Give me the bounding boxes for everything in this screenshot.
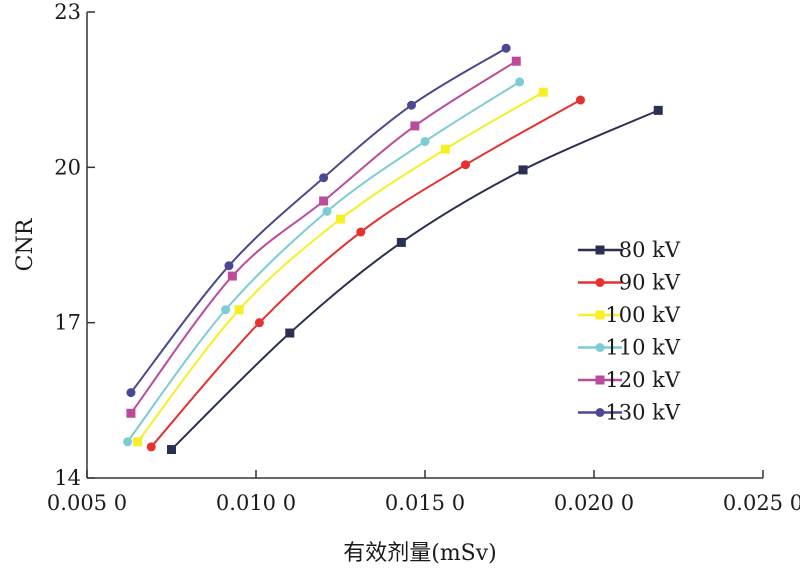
data-point-80kv <box>167 445 176 455</box>
x-tick-label: 0.020 0 <box>554 491 634 515</box>
y-tick-label: 23 <box>54 0 81 24</box>
data-point-120kv <box>410 121 420 131</box>
legend-item-80kv: 80 kV <box>578 238 681 262</box>
legend-label: 80 kV <box>619 238 681 262</box>
data-point-100kv <box>440 144 450 154</box>
y-tick-label: 14 <box>54 466 81 490</box>
legend-label: 110 kV <box>605 336 680 360</box>
data-point-80kv <box>518 165 528 175</box>
legend-marker <box>595 310 605 320</box>
data-point-80kv <box>653 105 663 115</box>
data-point-130kv <box>126 388 136 398</box>
series-line-110kv <box>126 81 521 443</box>
x-tick-label: 0.015 0 <box>385 491 465 515</box>
data-point-90kv <box>461 160 471 170</box>
legend-marker <box>595 245 605 255</box>
series-layer <box>123 43 663 455</box>
data-point-130kv <box>319 173 329 183</box>
legend-marker <box>595 375 605 385</box>
data-point-90kv <box>575 95 585 105</box>
legend-item-120kv: 120 kV <box>578 368 681 392</box>
data-point-100kv <box>234 305 244 315</box>
data-point-130kv <box>406 100 416 110</box>
data-point-80kv <box>285 328 295 338</box>
series-line-90kv <box>150 99 581 448</box>
data-point-100kv <box>133 437 143 447</box>
legend-item-100kv: 100 kV <box>578 303 681 327</box>
series-line-80kv <box>170 109 659 451</box>
data-point-90kv <box>254 318 264 328</box>
series-line-130kv <box>130 47 507 394</box>
series-100kv <box>133 87 548 447</box>
legend-marker <box>595 343 605 352</box>
data-point-120kv <box>227 271 237 281</box>
legend-item-110kv: 110 kV <box>578 336 681 360</box>
series-110kv <box>123 77 525 447</box>
data-point-100kv <box>336 214 345 224</box>
data-point-130kv <box>501 43 511 53</box>
data-point-110kv <box>123 437 133 447</box>
data-point-90kv <box>356 227 366 237</box>
legend-label: 100 kV <box>605 303 680 327</box>
x-tick-label: 0.025 0 <box>723 491 800 515</box>
series-130kv <box>126 43 511 398</box>
data-point-80kv <box>396 237 406 247</box>
legend-label: 120 kV <box>605 368 680 392</box>
series-90kv <box>146 95 585 452</box>
series-120kv <box>126 56 521 418</box>
data-point-110kv <box>420 136 430 146</box>
data-point-120kv <box>319 196 329 206</box>
legend-marker <box>595 408 605 417</box>
axes: 0.005 0 0.010 0 0.015 0 0.020 0 0.025 0 14 17 2… <box>47 0 800 515</box>
y-tick-label: 17 <box>54 311 81 335</box>
legend-item-130kv: 130 kV <box>578 401 681 425</box>
data-point-100kv <box>538 87 548 97</box>
data-point-120kv <box>126 408 136 418</box>
data-point-110kv <box>221 305 231 315</box>
y-axis-title: CNR <box>13 217 38 271</box>
legend-label: 130 kV <box>605 401 680 425</box>
legend-item-90kv: 90 kV <box>578 271 681 295</box>
legend-label: 90 kV <box>619 271 681 295</box>
data-point-120kv <box>511 56 521 66</box>
data-point-130kv <box>224 261 234 271</box>
legend: 80 kV 90 kV 100 kV 110 kV 120 kV 130 kV <box>578 238 681 425</box>
series-line-120kv <box>130 60 517 414</box>
x-axis-title: 有效剂量(mSv) <box>343 541 497 566</box>
legend-marker <box>595 278 605 287</box>
y-tick-label: 20 <box>54 155 81 179</box>
data-point-90kv <box>146 442 156 452</box>
data-point-110kv <box>515 77 525 87</box>
series-line-100kv <box>136 91 544 443</box>
x-tick-label: 0.005 0 <box>47 491 127 515</box>
series-80kv <box>167 105 663 455</box>
data-point-110kv <box>322 206 332 216</box>
x-tick-label: 0.010 0 <box>216 491 296 515</box>
